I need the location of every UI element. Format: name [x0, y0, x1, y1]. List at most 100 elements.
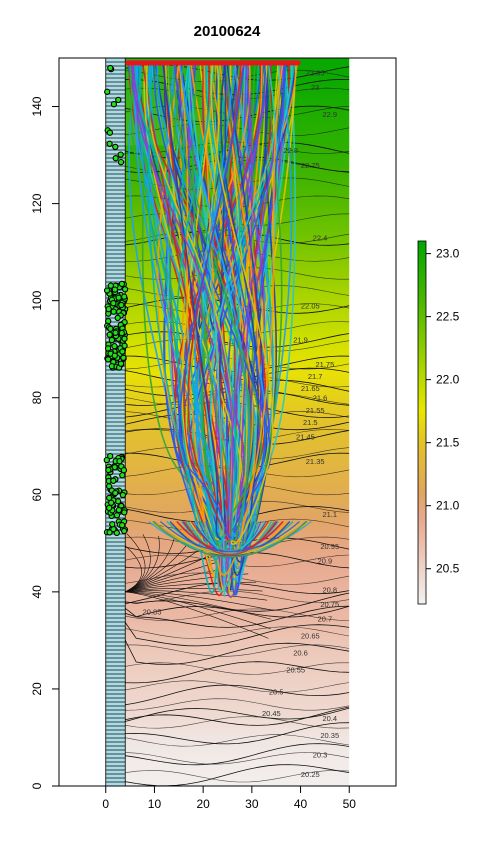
- deposition-point: [120, 354, 127, 361]
- contour-label: 20.95: [320, 542, 339, 551]
- contour-label: 20.8: [322, 585, 337, 594]
- contour-label: 20.35: [320, 731, 339, 740]
- contour-label: 22.4: [313, 234, 328, 243]
- trajectory-line: [169, 521, 291, 557]
- deposition-point: [121, 293, 128, 300]
- colorbar-bar: [417, 240, 427, 605]
- contour-label: 20.6: [293, 649, 308, 658]
- y-tick-label: 20: [30, 682, 44, 696]
- contour-line: [105, 592, 350, 628]
- deposition-point: [121, 342, 128, 349]
- contour-line: [125, 734, 350, 747]
- contour-label: 21.7: [308, 372, 323, 381]
- y-tick-label: 120: [30, 193, 44, 213]
- deposition-point: [106, 129, 114, 136]
- contour-line: [125, 177, 350, 190]
- contour-label: 23: [311, 83, 319, 92]
- deposition-point: [106, 504, 113, 512]
- deposition-point: [109, 521, 116, 528]
- deposition-point: [116, 458, 123, 465]
- contour-label: 21.1: [322, 510, 337, 519]
- contour-label: 21.45: [296, 433, 315, 442]
- contour-line: [125, 716, 350, 729]
- deposition-point: [104, 88, 111, 95]
- contour-line: [125, 752, 350, 765]
- contour-label: 20.75: [320, 600, 339, 609]
- deposition-point: [111, 352, 118, 359]
- contour-line: [105, 764, 350, 786]
- colorbar: 20.5 21.0 21.5 22.0 22.5 23.0: [417, 240, 460, 605]
- trajectory-line: [210, 62, 274, 545]
- x-tick-label: 30: [245, 797, 259, 811]
- deposition-point: [112, 329, 119, 336]
- colorbar-tick-label: 20.5: [436, 562, 460, 576]
- contour-label: 20.4: [322, 714, 337, 723]
- deposition-point: [105, 466, 112, 474]
- colorbar-tick-label: 21.5: [436, 436, 460, 450]
- contour-line: [125, 590, 268, 601]
- x-tick-label: 20: [196, 797, 210, 811]
- deposition-point: [118, 301, 125, 309]
- deposition-point: [110, 477, 117, 484]
- contour-label: 22.75: [301, 161, 320, 170]
- deposition-point: [120, 467, 128, 474]
- contour-line: [105, 604, 350, 618]
- deposition-point: [107, 452, 114, 460]
- x-tick-label: 0: [102, 797, 109, 811]
- contour-line: [125, 698, 350, 711]
- trajectory-line: [152, 520, 308, 558]
- deposition-point: [112, 489, 119, 497]
- trajectory-line: [210, 62, 281, 588]
- trajectory-line: [159, 520, 301, 553]
- y-tick-label: 140: [30, 96, 44, 116]
- contour-line: [125, 662, 350, 675]
- deposition-point: [111, 286, 119, 293]
- contour-line: [125, 588, 263, 593]
- trajectories: [127, 62, 312, 600]
- contour-line: [125, 591, 271, 630]
- contour-label: 21.9: [293, 335, 308, 344]
- x-tick-label: 10: [148, 797, 162, 811]
- colorbar-tick-label: 22.5: [436, 310, 460, 324]
- contour-line: [125, 680, 350, 693]
- trajectory-line: [215, 62, 272, 573]
- deposition-point: [121, 527, 128, 535]
- y-tick-label: 40: [30, 585, 44, 599]
- deposition-point: [119, 348, 126, 355]
- deposition-points: [103, 64, 129, 537]
- y-tick-label: 100: [30, 290, 44, 310]
- contour-label: 21.55: [306, 406, 325, 415]
- y-axis: 0 20 40 60 80 100 120 140: [30, 96, 60, 789]
- colorbar-tick-label: 21.0: [436, 499, 460, 513]
- x-tick-label: 40: [294, 797, 308, 811]
- contour-line: [125, 608, 350, 621]
- deposition-point: [108, 336, 116, 344]
- contour-label: 20.45: [262, 709, 281, 718]
- contour-label: 20.55: [286, 666, 305, 675]
- contour-label: 22.05: [301, 302, 320, 311]
- deposition-point: [107, 64, 114, 72]
- deposition-point: [112, 155, 119, 162]
- contour-label: 20.5: [269, 687, 284, 696]
- chart-title: 20100624: [194, 23, 261, 40]
- contour-label: 20.7: [318, 615, 333, 624]
- contour-line: [105, 229, 350, 246]
- deposition-point: [110, 101, 118, 108]
- deposition-point: [103, 287, 111, 294]
- contour-label: 21.35: [306, 457, 325, 466]
- contour-label: 21.65: [301, 384, 320, 393]
- deposition-point: [110, 308, 117, 315]
- contour-label: 20.65: [301, 632, 320, 641]
- deposition-point: [106, 529, 113, 536]
- deposition-point: [117, 158, 125, 166]
- trajectory-line: [178, 62, 245, 539]
- y-tick-label: 80: [30, 391, 44, 405]
- deposition-point: [112, 143, 119, 151]
- deposition-point: [119, 491, 127, 499]
- trajectory-line: [188, 62, 230, 597]
- trajectory-line: [162, 62, 222, 541]
- contour-label: 21.5: [303, 418, 318, 427]
- trajectory-line: [227, 62, 268, 600]
